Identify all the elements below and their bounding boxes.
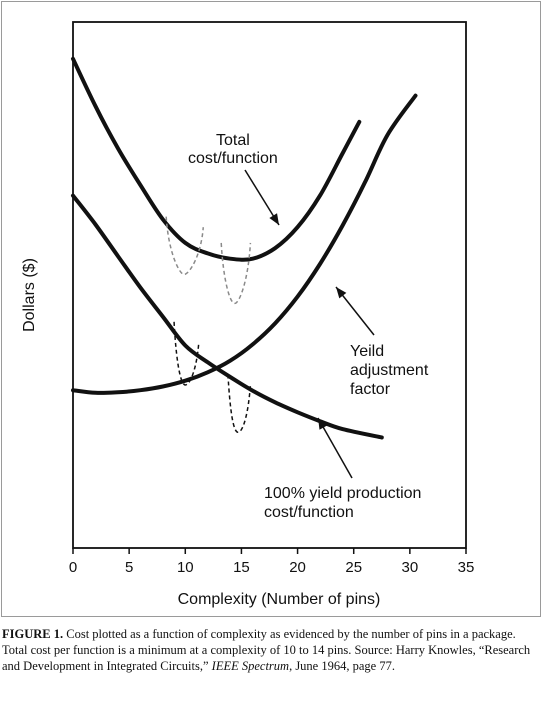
caption-citation: , June 1964, page 77. [289,659,395,673]
annotation-production-line2: cost/function [264,504,354,521]
plot-area-frame [72,21,467,549]
caption-journal: IEEE Spectrum [211,659,290,673]
x-tick-label: 10 [177,559,194,576]
yield-adjustment-arrow [335,286,375,336]
annotation-production-line1: 100% yield production [264,485,421,502]
figure-frame [1,1,541,617]
total-cost-arrow [244,169,280,226]
x-tick-label: 0 [69,559,77,576]
total-cost-curve [71,56,362,262]
annotation-total-line2: cost/function [188,150,278,167]
annotation-arrows [244,169,375,479]
caption-text: Cost plotted as a function of complexity… [2,627,531,673]
curves [71,56,418,440]
x-tick-label: 25 [345,559,362,576]
caption-label: FIGURE 1. [2,627,64,641]
annotation-yield-line3: factor [350,381,391,398]
annotation-yield-line2: adjustment [350,362,429,379]
dashed-dips [165,216,252,434]
x-tick-label: 35 [458,559,475,576]
production-cost-dip-1 [173,321,200,386]
x-axis-title: Complexity (Number of pins) [178,591,381,608]
x-tick-label: 5 [125,559,133,576]
yield-adjustment-curve [71,93,418,395]
chart: 0 5 10 15 20 25 30 35 Complexity (Number of pin… [21,21,475,608]
x-axis-ticks: 0 5 10 15 20 25 30 35 [69,548,475,576]
total-cost-dip-1 [165,216,204,276]
annotation-yield-line1: Yeild [350,343,384,360]
x-tick-label: 15 [233,559,250,576]
figure-caption: FIGURE 1. Cost plotted as a function of … [2,626,540,674]
x-tick-label: 30 [402,559,419,576]
x-tick-label: 20 [289,559,306,576]
total-cost-dip-2 [220,242,252,305]
production-cost-arrow [317,417,353,479]
production-cost-curve [71,193,384,440]
production-cost-dip-2 [227,374,252,434]
y-axis-title: Dollars ($) [21,258,38,332]
annotation-total-line1: Total [216,132,250,149]
